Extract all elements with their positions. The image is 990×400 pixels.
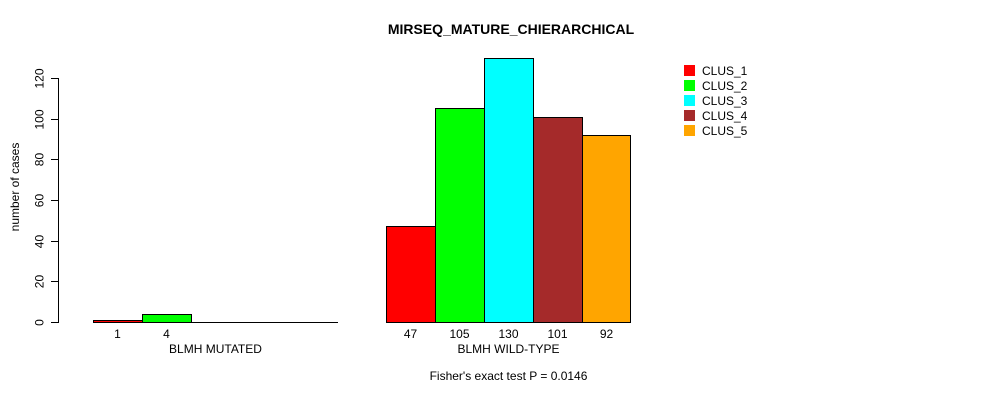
y-axis-tick (51, 119, 59, 120)
legend-item-label: CLUS_1 (702, 63, 748, 78)
bar-value-label: 4 (163, 327, 170, 341)
legend-color-swatch (684, 65, 695, 76)
chart-legend: CLUS_1 CLUS_2 CLUS_3 CLUS_4 CLUS_5 (684, 63, 804, 141)
y-axis-tick (51, 159, 59, 160)
y-tick-label: 20 (32, 274, 47, 289)
y-axis-tick (51, 322, 59, 323)
legend-item-label: CLUS_4 (702, 108, 748, 123)
legend-item: CLUS_4 (684, 108, 747, 123)
legend-item-label: CLUS_5 (702, 123, 748, 138)
bar (582, 135, 631, 323)
y-tick-label: 40 (32, 234, 47, 249)
legend-color-swatch (684, 110, 695, 121)
bar-value-label: 101 (547, 327, 568, 341)
bar-value-label: 1 (114, 327, 121, 341)
y-tick-label: 60 (32, 193, 47, 208)
group-label: BLMH WILD-TYPE (457, 342, 560, 356)
y-tick-label: 120 (32, 68, 47, 89)
legend-color-swatch (684, 95, 695, 106)
bar-value-label: 130 (498, 327, 519, 341)
group-label: BLMH MUTATED (169, 342, 262, 356)
legend-item-label: CLUS_3 (702, 93, 748, 108)
x-axis-baseline (93, 322, 338, 323)
bar (533, 117, 583, 323)
y-tick-label: 80 (32, 152, 47, 167)
bar (386, 226, 436, 323)
legend-color-swatch (684, 125, 695, 136)
bar (142, 314, 192, 323)
y-axis-tick (51, 281, 59, 282)
legend-item-label: CLUS_2 (702, 78, 748, 93)
y-tick-label: 0 (32, 319, 47, 326)
fisher-test-annotation: Fisher's exact test P = 0.0146 (429, 369, 588, 383)
legend-item: CLUS_2 (684, 78, 747, 93)
legend-item: CLUS_1 (684, 63, 747, 78)
bar (93, 320, 143, 323)
y-axis-tick (51, 200, 59, 201)
y-axis-tick (51, 241, 59, 242)
bar-value-label: 92 (599, 327, 614, 341)
y-tick-label: 100 (32, 109, 47, 130)
legend-item: CLUS_5 (684, 123, 747, 138)
bar-value-label: 47 (403, 327, 418, 341)
legend-item: CLUS_3 (684, 93, 747, 108)
chart-title: MIRSEQ_MATURE_CHIERARCHICAL (387, 21, 635, 37)
bar-value-label: 105 (449, 327, 470, 341)
legend-color-swatch (684, 80, 695, 91)
y-axis-tick (51, 78, 59, 79)
bar (484, 58, 534, 323)
bar (435, 108, 485, 323)
